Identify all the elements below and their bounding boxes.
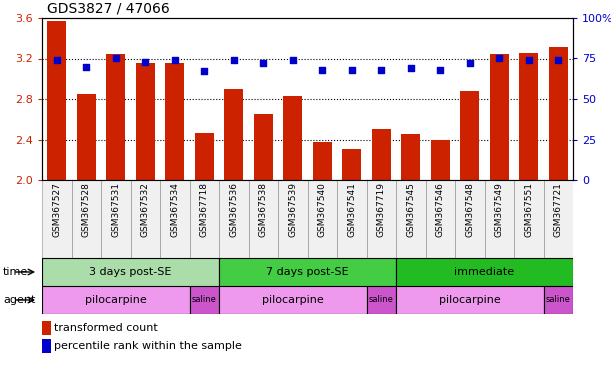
Point [229,57,239,63]
Text: 3 days post-SE: 3 days post-SE [89,267,172,277]
Text: GSM367540: GSM367540 [318,182,327,237]
Bar [249,180,278,258]
Point [170,57,180,63]
Bar [396,180,425,258]
Point [317,67,327,73]
Text: GSM367527: GSM367527 [53,182,61,237]
Bar [106,55,125,180]
Text: pilocarpine: pilocarpine [85,295,147,305]
Bar [47,21,67,180]
Text: GSM367534: GSM367534 [170,182,179,237]
Bar [42,339,51,353]
Text: pilocarpine: pilocarpine [439,295,500,305]
Bar [224,89,243,180]
Bar [219,180,249,258]
Bar [549,47,568,180]
Point [141,59,150,65]
Text: GSM367531: GSM367531 [111,182,120,237]
Point [406,65,415,71]
Text: agent: agent [3,295,35,305]
Point [524,57,533,63]
Point [347,67,357,73]
Text: GDS3827 / 47066: GDS3827 / 47066 [47,1,170,15]
Bar [254,114,273,180]
Text: GSM367528: GSM367528 [82,182,91,237]
Bar [42,180,71,258]
Bar [42,321,51,335]
Bar [189,180,219,258]
Text: GSM367541: GSM367541 [347,182,356,237]
Bar [71,180,101,258]
Text: percentile rank within the sample: percentile rank within the sample [54,341,242,351]
Point [376,67,386,73]
Point [199,68,209,74]
Bar [425,180,455,258]
Text: saline: saline [369,296,393,305]
Text: pilocarpine: pilocarpine [262,295,324,305]
Bar [342,149,361,180]
Text: 7 days post-SE: 7 days post-SE [266,267,349,277]
Text: saline: saline [546,296,571,305]
Bar [485,180,514,258]
Bar [455,180,485,258]
Bar [219,286,367,314]
Point [81,63,91,70]
Text: GSM367551: GSM367551 [524,182,533,237]
Bar [514,180,544,258]
Bar [189,286,219,314]
Text: GSM367546: GSM367546 [436,182,445,237]
Bar [219,258,396,286]
Bar [101,180,131,258]
Text: GSM367549: GSM367549 [495,182,503,237]
Bar [42,286,189,314]
Bar [160,180,189,258]
Text: time: time [3,267,28,277]
Bar [396,258,573,286]
Bar [489,55,509,180]
Text: GSM367539: GSM367539 [288,182,297,237]
Bar [519,53,538,180]
Bar [165,63,185,180]
Text: GSM367532: GSM367532 [141,182,150,237]
Bar [313,142,332,180]
Bar [136,63,155,180]
Point [288,57,298,63]
Bar [42,258,219,286]
Text: GSM367548: GSM367548 [465,182,474,237]
Text: GSM367718: GSM367718 [200,182,209,237]
Point [52,57,62,63]
Point [111,55,120,61]
Bar [367,180,396,258]
Text: GSM367721: GSM367721 [554,182,563,237]
Text: saline: saline [192,296,217,305]
Bar [431,139,450,180]
Text: GSM367719: GSM367719 [377,182,386,237]
Bar [401,134,420,180]
Bar [278,180,307,258]
Bar [131,180,160,258]
Bar [283,96,302,180]
Point [436,67,445,73]
Bar [337,180,367,258]
Text: GSM367536: GSM367536 [229,182,238,237]
Text: transformed count: transformed count [54,323,158,333]
Point [465,60,475,66]
Bar [396,286,544,314]
Bar [195,133,214,180]
Bar [371,129,391,180]
Bar [307,180,337,258]
Text: GSM367545: GSM367545 [406,182,415,237]
Point [554,57,563,63]
Bar [460,91,480,180]
Bar [544,180,573,258]
Point [494,55,504,61]
Text: immediate: immediate [455,267,514,277]
Bar [544,286,573,314]
Text: GSM367538: GSM367538 [258,182,268,237]
Point [258,60,268,66]
Bar [76,94,96,180]
Bar [367,286,396,314]
